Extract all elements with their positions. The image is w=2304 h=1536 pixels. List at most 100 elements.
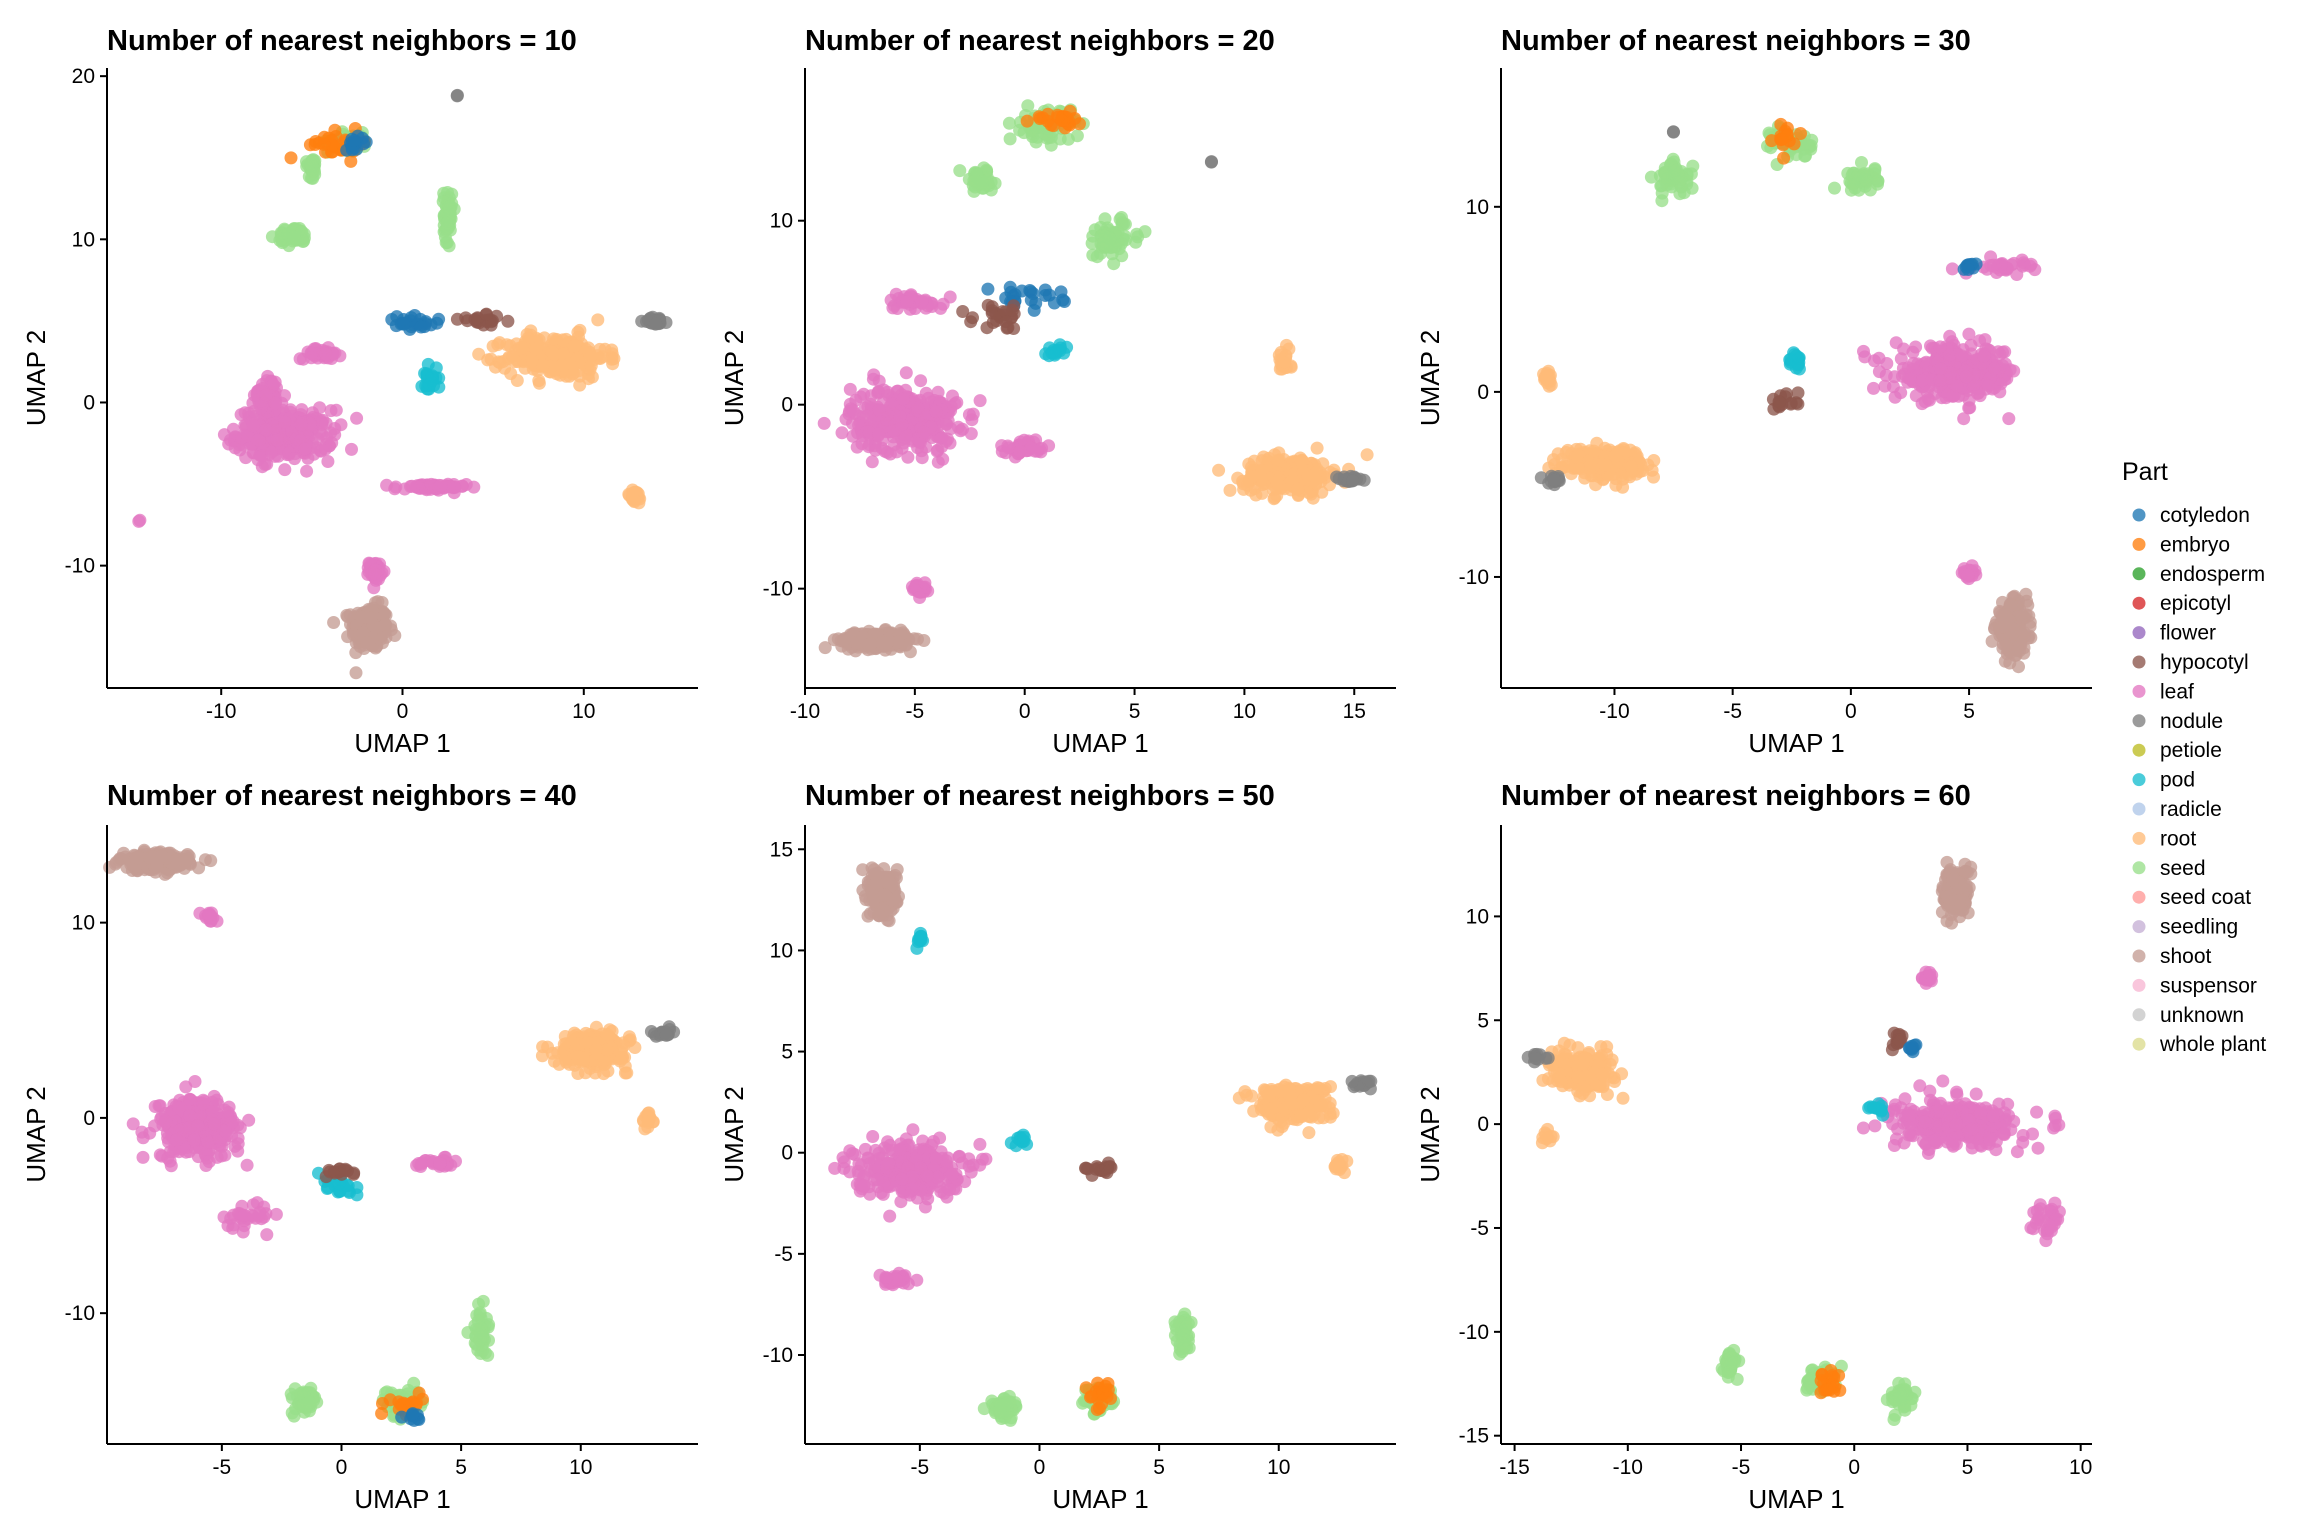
point-leaf — [1978, 333, 1992, 347]
x-tick-label: -5 — [906, 700, 925, 723]
x-tick-label: 0 — [1019, 700, 1031, 723]
point-leaf — [196, 1097, 210, 1111]
point-leaf — [219, 1124, 233, 1138]
point-seed — [302, 1395, 316, 1409]
point-root — [589, 1043, 603, 1057]
point-root — [1294, 454, 1308, 468]
x-tick-label: 15 — [1343, 700, 1366, 723]
x-tick-label: 5 — [1129, 700, 1141, 723]
y-tick-label: 10 — [72, 228, 95, 251]
point-hypocotyl — [999, 305, 1013, 319]
point-leaf — [900, 295, 914, 309]
point-embryo — [1774, 117, 1788, 131]
x-tick-label: -5 — [213, 1456, 232, 1479]
umap-panel-1: Number of nearest neighbors = 10-10 0 10-1… — [21, 25, 698, 758]
x-tick-label: -10 — [1599, 700, 1629, 723]
point-leaf — [936, 297, 950, 311]
point-seed — [1644, 170, 1658, 184]
point-seed — [1090, 250, 1104, 264]
point-leaf — [843, 382, 857, 396]
point-leaf — [298, 442, 312, 456]
point-leaf — [328, 422, 342, 435]
point-pod — [342, 1184, 355, 1198]
point-nodule — [1547, 473, 1561, 487]
point-leaf — [895, 418, 909, 432]
point-shoot — [379, 630, 393, 644]
point-embryo — [1777, 151, 1791, 165]
point-root — [547, 347, 560, 361]
point-shoot — [2004, 598, 2018, 612]
point-leaf — [872, 403, 886, 417]
point-leaf — [1981, 379, 1995, 393]
point-embryo — [1020, 114, 1034, 128]
point-embryo — [383, 1393, 397, 1407]
point-seed — [441, 222, 455, 235]
point-leaf — [941, 432, 954, 446]
point-leaf — [931, 455, 945, 469]
point-seed — [1003, 132, 1017, 146]
point-root — [1291, 482, 1305, 496]
point-root — [532, 374, 546, 388]
y-tick-label: 0 — [83, 1107, 95, 1130]
point-nodule — [659, 316, 673, 329]
panel-title: Number of nearest neighbors = 30 — [1501, 25, 1971, 57]
y-tick-label: -10 — [763, 578, 793, 601]
point-leaf — [1934, 362, 1948, 376]
point-root — [1240, 478, 1254, 492]
point-leaf — [899, 366, 913, 380]
point-root — [500, 338, 514, 352]
point-root — [520, 328, 534, 341]
y-axis-label: UMAP 2 — [719, 330, 749, 426]
point-cotyledon — [981, 282, 995, 296]
point-root — [1271, 453, 1285, 467]
point-leaf — [278, 389, 291, 403]
panels: Number of nearest neighbors = 10-10 0 10-1… — [21, 25, 2092, 1514]
x-tick-label: 0 — [336, 1456, 348, 1479]
points — [132, 88, 673, 680]
point-root — [568, 1058, 582, 1072]
point-root — [541, 1040, 555, 1054]
point-leaf — [1977, 349, 1991, 363]
point-root — [591, 313, 605, 327]
point-leaf — [319, 347, 333, 361]
point-leaf — [201, 1135, 215, 1149]
point-shoot — [2019, 587, 2033, 601]
point-shoot — [192, 861, 206, 875]
point-shoot — [864, 637, 878, 651]
point-pod — [423, 378, 437, 392]
point-root — [481, 353, 495, 367]
point-cotyledon — [424, 318, 438, 332]
point-shoot — [155, 850, 169, 863]
point-nodule — [635, 314, 649, 328]
point-embryo — [1780, 129, 1794, 143]
point-leaf — [901, 450, 915, 464]
point-nodule — [1667, 125, 1680, 139]
point-leaf — [1867, 381, 1880, 395]
x-tick-label: 0 — [397, 700, 409, 723]
y-tick-label: 20 — [72, 65, 95, 88]
point-seed — [473, 1333, 487, 1347]
point-leaf — [255, 460, 269, 474]
point-shoot — [880, 636, 894, 650]
point-leaf — [231, 1137, 245, 1151]
point-leaf — [1945, 262, 1959, 276]
x-axis-label: UMAP 1 — [354, 728, 450, 758]
point-seed — [1138, 225, 1152, 239]
point-leaf — [278, 415, 292, 429]
x-tick-label: 10 — [572, 700, 595, 723]
point-root — [536, 359, 550, 373]
x-tick-label: -10 — [206, 700, 236, 723]
point-leaf — [433, 1157, 447, 1171]
point-leaf — [152, 1099, 166, 1113]
point-seed — [1119, 233, 1133, 247]
point-leaf — [293, 352, 307, 366]
point-seed — [1026, 130, 1040, 144]
point-root — [617, 1039, 631, 1053]
point-embryo — [1765, 134, 1779, 148]
point-leaf — [914, 374, 928, 388]
point-cotyledon — [1003, 280, 1017, 294]
point-leaf — [321, 455, 335, 468]
point-leaf — [2002, 412, 2016, 426]
point-leaf — [161, 1151, 175, 1165]
x-axis-label: UMAP 1 — [354, 1484, 450, 1514]
